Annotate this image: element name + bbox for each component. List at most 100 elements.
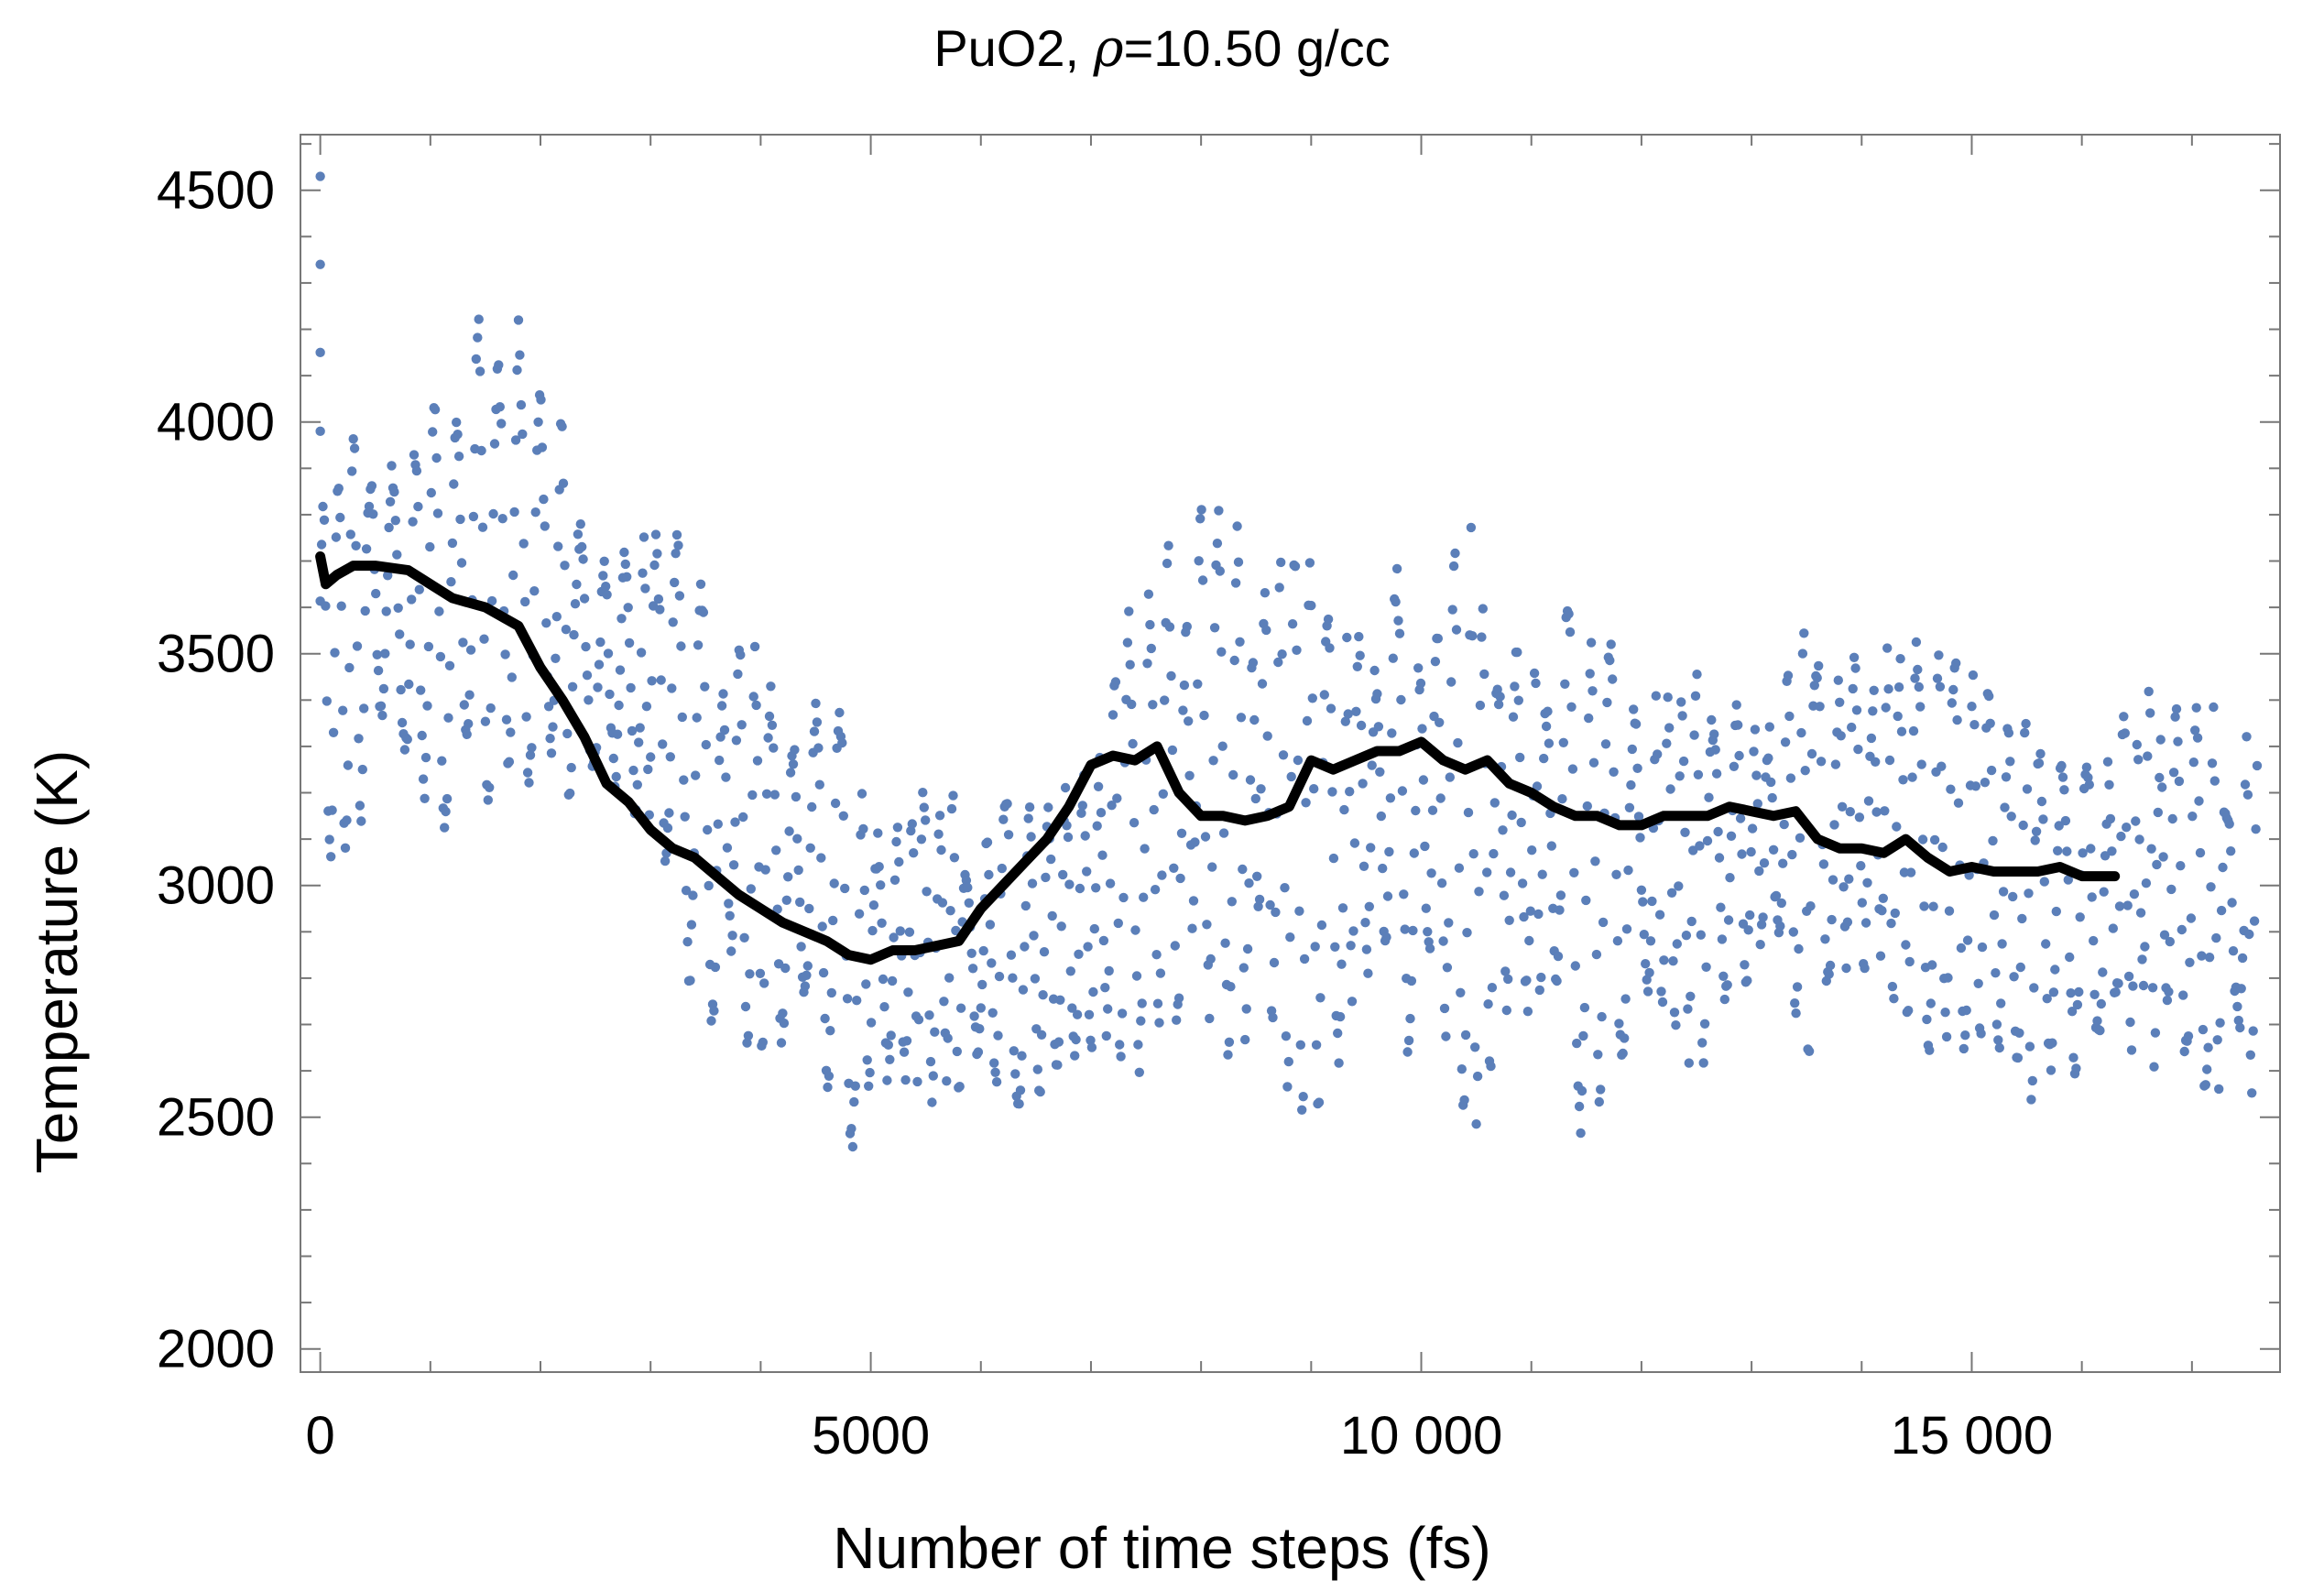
temperature-point (627, 725, 638, 736)
temperature-point (1008, 973, 1018, 983)
temperature-point (494, 360, 504, 370)
temperature-point (1472, 1071, 1483, 1082)
temperature-point (1424, 943, 1435, 954)
temperature-point (1285, 932, 1295, 943)
temperature-point (1710, 745, 1720, 755)
temperature-point (994, 971, 1005, 982)
temperature-point (1433, 633, 1444, 644)
temperature-point (1460, 1030, 1471, 1041)
temperature-point (1513, 695, 1524, 705)
temperature-point (476, 445, 486, 456)
temperature-point (813, 743, 824, 753)
temperature-point (1149, 804, 1159, 815)
temperature-point (509, 507, 519, 518)
temperature-point (764, 711, 775, 722)
temperature-point (2068, 1052, 2079, 1062)
temperature-point (713, 819, 723, 829)
temperature-point (2075, 912, 2085, 922)
temperature-point (2065, 952, 2075, 963)
temperature-point (1882, 643, 1893, 653)
temperature-point (876, 880, 886, 890)
temperature-point (473, 332, 483, 343)
temperature-point (1836, 731, 1846, 741)
temperature-point (1235, 637, 1245, 647)
temperature-point (352, 641, 363, 651)
temperature-point (1671, 1020, 1681, 1030)
temperature-point (1137, 998, 1147, 1008)
temperature-point (1940, 1008, 1950, 1018)
temperature-point (594, 659, 605, 670)
temperature-point (1151, 950, 1162, 960)
temperature-point (1195, 514, 1206, 524)
temperature-point (1544, 738, 1555, 748)
temperature-point (1656, 986, 1666, 997)
y-tick-label: 4000 (157, 393, 275, 452)
temperature-point (1564, 609, 1574, 619)
temperature-point (671, 549, 681, 559)
temperature-point (721, 772, 731, 782)
temperature-point (975, 1024, 985, 1034)
temperature-point (1360, 918, 1370, 928)
temperature-point (1435, 717, 1445, 727)
temperature-point (1400, 924, 1410, 934)
temperature-point (1162, 558, 1173, 569)
temperature-point (2026, 1095, 2036, 1105)
temperature-point (1755, 940, 1765, 950)
temperature-point (904, 927, 915, 937)
temperature-point (1009, 1046, 1020, 1056)
temperature-point (670, 577, 680, 588)
temperature-point (1375, 767, 1385, 777)
temperature-point (1585, 669, 1595, 679)
y-tick-label: 3000 (157, 856, 275, 916)
temperature-point (640, 583, 650, 594)
temperature-point (2195, 847, 2206, 858)
temperature-point (2123, 971, 2134, 982)
temperature-point (1262, 731, 1272, 741)
temperature-point (1084, 1009, 1095, 1020)
temperature-point (430, 405, 441, 415)
temperature-point (1413, 663, 1424, 673)
temperature-point (2251, 824, 2261, 834)
temperature-point (2146, 844, 2156, 854)
temperature-point (1347, 997, 1358, 1007)
temperature-point (2089, 935, 2099, 946)
temperature-point (1756, 920, 1767, 930)
temperature-point (1117, 1008, 1128, 1019)
temperature-point (1326, 703, 1337, 714)
temperature-point (1194, 556, 1204, 566)
temperature-point (1636, 885, 1647, 895)
temperature-point (1579, 1002, 1590, 1013)
temperature-point (2125, 1017, 2135, 1028)
temperature-point (570, 599, 581, 609)
temperature-point (1391, 596, 1401, 607)
temperature-point (1555, 905, 1565, 915)
temperature-point (575, 519, 585, 529)
temperature-point (1411, 805, 1421, 816)
temperature-point (1794, 943, 1804, 954)
temperature-point (2048, 987, 2059, 997)
temperature-point (1261, 625, 1271, 636)
temperature-point (1107, 801, 1117, 811)
temperature-point (572, 579, 582, 590)
temperature-point (1947, 698, 1957, 708)
temperature-point (1184, 770, 1195, 780)
temperature-point (2202, 1064, 2212, 1074)
temperature-point (934, 811, 945, 821)
temperature-point (1167, 745, 1178, 756)
temperature-point (1941, 1031, 1952, 1042)
temperature-point (1166, 670, 1176, 681)
temperature-point (811, 698, 821, 709)
temperature-point (2054, 821, 2064, 831)
temperature-point (2206, 882, 2216, 892)
temperature-point (1742, 975, 1752, 986)
temperature-point (598, 571, 608, 581)
temperature-point (1889, 994, 1899, 1004)
temperature-point (1606, 639, 1616, 649)
temperature-point (1737, 849, 1747, 859)
temperature-point (1749, 746, 1759, 757)
temperature-point (318, 501, 328, 512)
temperature-point (485, 782, 495, 792)
temperature-point (1290, 561, 1301, 572)
temperature-point (1082, 866, 1092, 877)
temperature-point (1709, 729, 1719, 739)
